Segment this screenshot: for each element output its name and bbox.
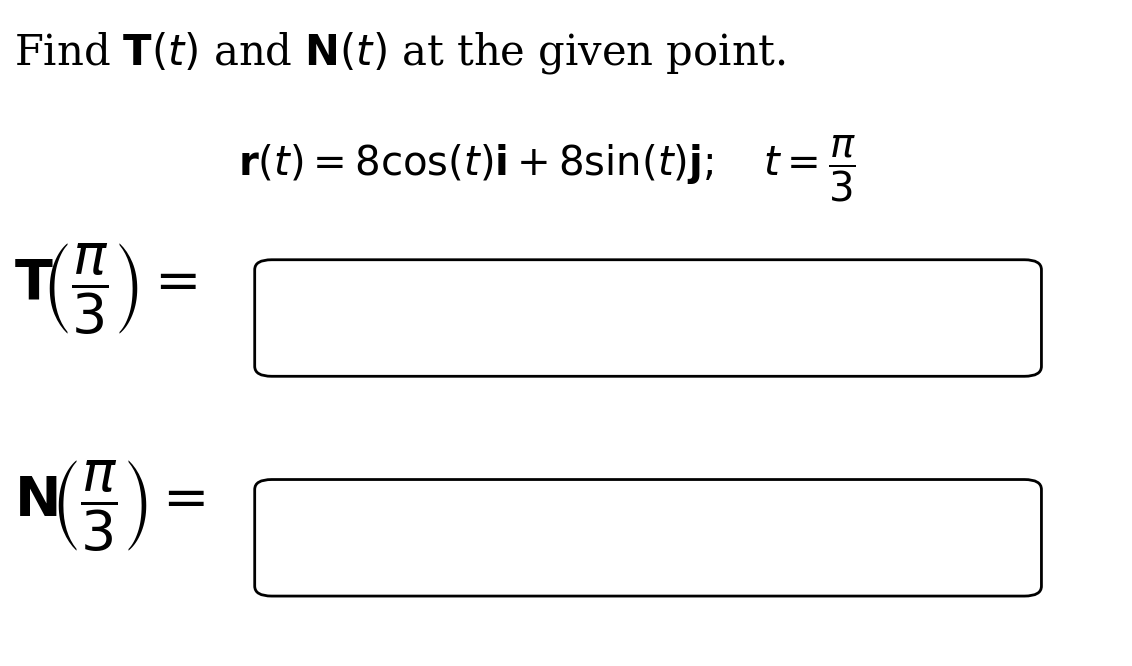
FancyBboxPatch shape: [255, 260, 1041, 376]
Text: $\mathbf{N}\!\left(\dfrac{\pi}{3}\right) =$: $\mathbf{N}\!\left(\dfrac{\pi}{3}\right)…: [14, 458, 205, 554]
Text: Find $\mathbf{T}(t)$ and $\mathbf{N}(t)$ at the given point.: Find $\mathbf{T}(t)$ and $\mathbf{N}(t)$…: [14, 30, 786, 76]
FancyBboxPatch shape: [255, 480, 1041, 596]
Text: $\mathbf{r}(t) = 8\cos(t)\mathbf{i} + 8\sin(t)\mathbf{j};\quad t = \dfrac{\pi}{3: $\mathbf{r}(t) = 8\cos(t)\mathbf{i} + 8\…: [238, 133, 856, 204]
Text: $\mathbf{T}\!\left(\dfrac{\pi}{3}\right) =$: $\mathbf{T}\!\left(\dfrac{\pi}{3}\right)…: [14, 242, 197, 338]
